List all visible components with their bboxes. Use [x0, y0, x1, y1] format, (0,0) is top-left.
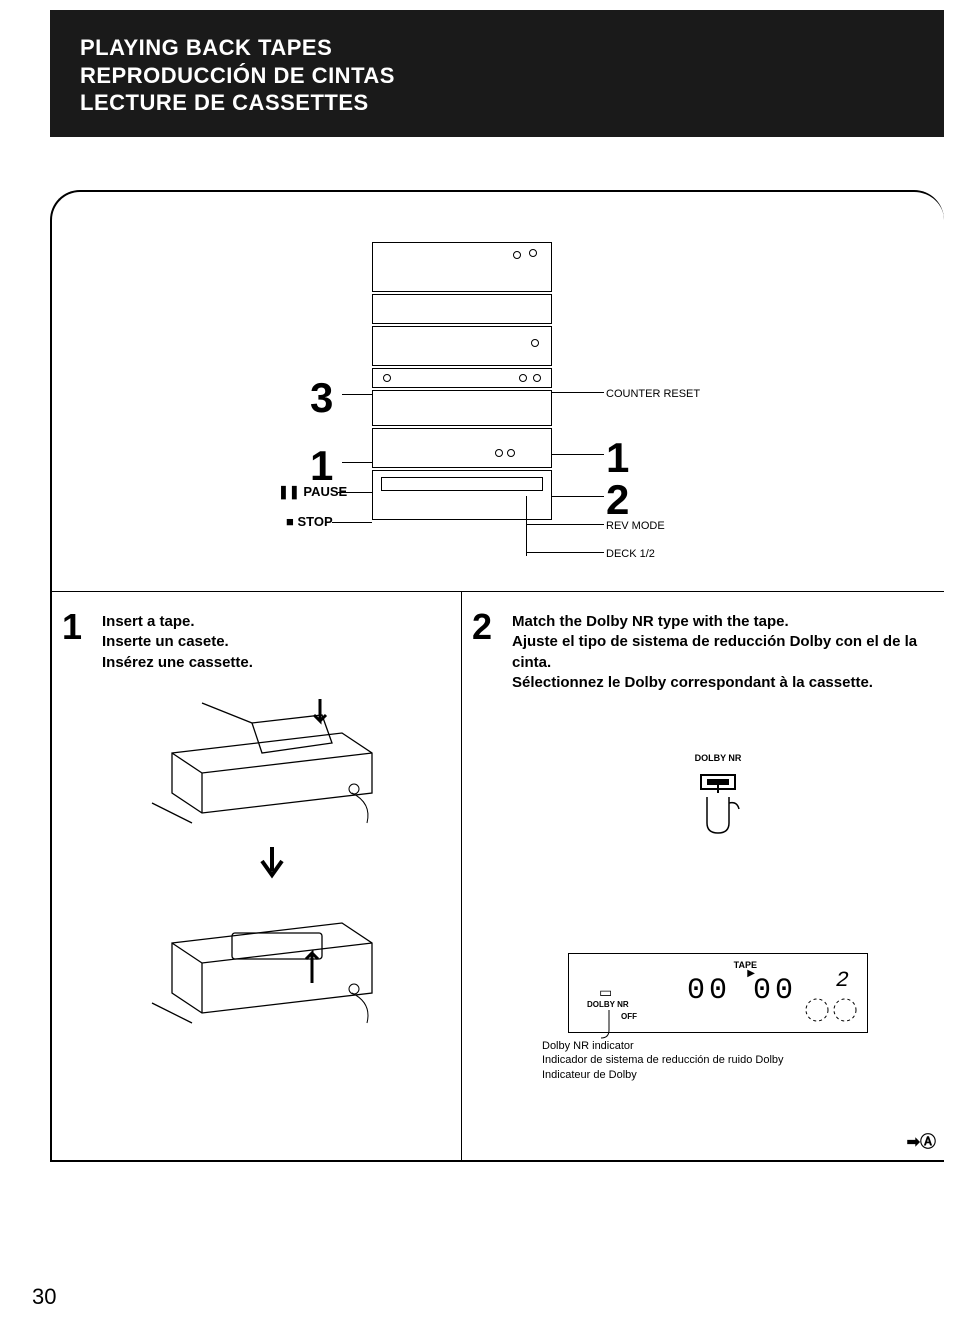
component-2	[372, 294, 552, 324]
callout-num-2-right: 2	[606, 476, 629, 524]
dolby-button-illustration: DOLBY NR	[512, 753, 924, 843]
step2-es: Ajuste el tipo de sistema de reducción D…	[512, 633, 917, 670]
label-deck12: DECK 1/2	[606, 548, 655, 560]
indicator-caption: Dolby NR indicator Indicador de sistema …	[542, 1039, 924, 1082]
callout-num-1-right: 1	[606, 434, 629, 482]
label-pause: ❚❚ PAUSE	[278, 484, 347, 500]
indicator-es: Indicador de sistema de reducción de rui…	[542, 1054, 784, 1066]
display-deck-no: 2	[836, 968, 849, 993]
label-rev-mode: REV MODE	[606, 520, 665, 532]
stereo-illustration	[372, 242, 552, 522]
component-deck	[372, 470, 552, 520]
stereo-diagram-section: 3 1 1 2 COUNTER RESET REV MODE DECK 1/2 …	[52, 192, 944, 592]
header-en: PLAYING BACK TAPES	[80, 35, 332, 60]
step-1-column: 1 Insert a tape. Inserte un casete. Insé…	[52, 592, 462, 1160]
component-4	[372, 368, 552, 388]
display-digits: 00 00	[687, 974, 797, 1008]
step2-fr: Sélectionnez le Dolby correspondant à la…	[512, 674, 873, 691]
component-5	[372, 390, 552, 426]
insert-tape-illustration-1	[102, 693, 441, 1033]
component-3	[372, 326, 552, 366]
header-fr: LECTURE DE CASSETTES	[80, 90, 369, 115]
callout-num-3: 3	[310, 374, 333, 422]
step1-en: Insert a tape.	[102, 613, 195, 630]
lcd-display: TAPE ▶ ▭ DOLBY NR OFF 00 00 2	[568, 953, 868, 1033]
callout-num-1-left: 1	[310, 442, 333, 490]
continue-arrow-a: ➡Ⓐ	[907, 1128, 936, 1152]
header-es: REPRODUCCIÓN DE CINTAS	[80, 63, 395, 88]
label-counter-reset: COUNTER RESET	[606, 388, 700, 400]
indicator-fr: Indicateur de Dolby	[542, 1069, 637, 1081]
step-1-text: Insert a tape. Inserte un casete. Insére…	[102, 612, 441, 673]
down-arrow-icon	[252, 843, 292, 883]
page-number: 30	[32, 1284, 56, 1310]
label-stop: ■ STOP	[286, 514, 333, 529]
step1-es: Inserte un casete.	[102, 633, 229, 650]
main-content-frame: 3 1 1 2 COUNTER RESET REV MODE DECK 1/2 …	[50, 190, 944, 1162]
step-2-number: 2	[472, 606, 492, 648]
step1-fr: Insérez une cassette.	[102, 654, 253, 671]
display-off-label: OFF	[621, 1012, 637, 1021]
cassette-icon: ▭	[599, 984, 612, 1001]
dolby-nr-label: DOLBY NR	[512, 753, 924, 763]
step-2-text: Match the Dolby NR type with the tape. A…	[512, 612, 924, 693]
component-6	[372, 428, 552, 468]
step-2-column: 2 Match the Dolby NR type with the tape.…	[462, 592, 944, 1160]
component-top	[372, 242, 552, 292]
step-1-number: 1	[62, 606, 82, 648]
indicator-en: Dolby NR indicator	[542, 1040, 634, 1052]
section-header: PLAYING BACK TAPES REPRODUCCIÓN DE CINTA…	[50, 10, 944, 137]
step2-en: Match the Dolby NR type with the tape.	[512, 613, 789, 630]
display-dolby-label: DOLBY NR	[587, 1000, 629, 1009]
